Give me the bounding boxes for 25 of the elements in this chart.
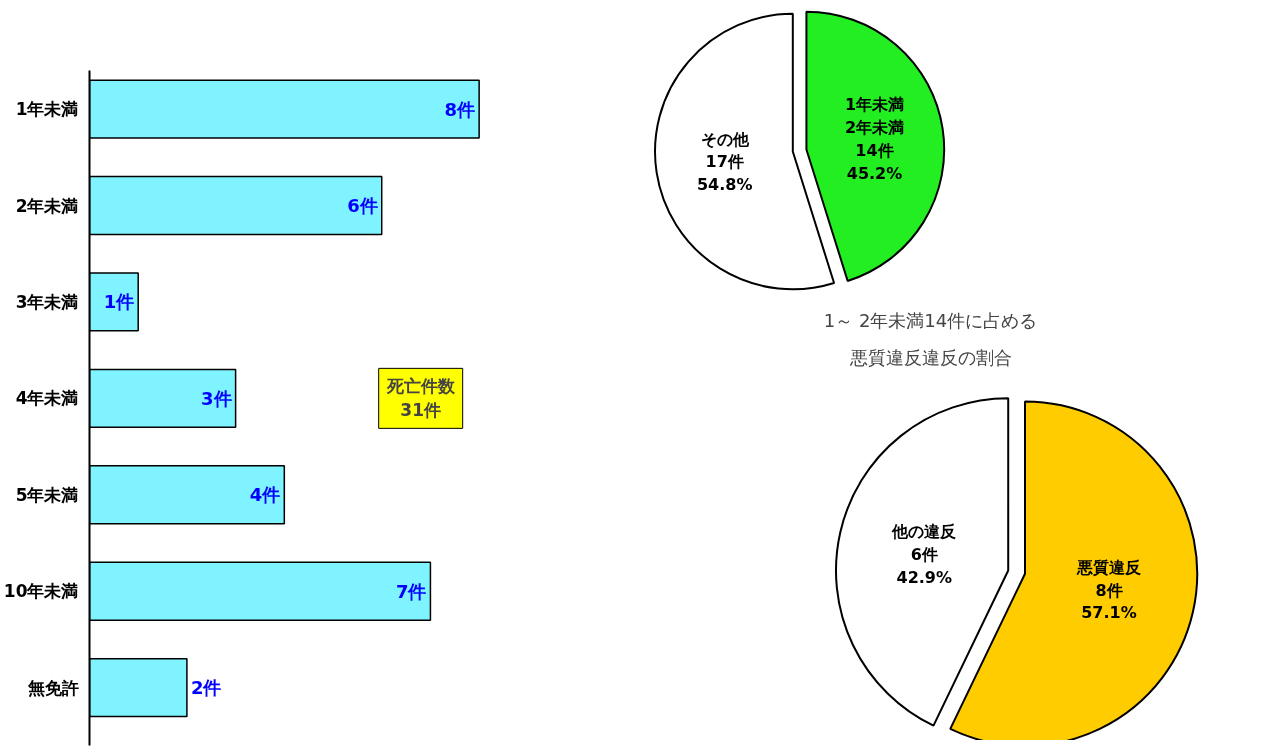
slice-label: 1年未満 2年未満 [844,95,905,138]
y-tick-label: 10年未満 [3,581,79,602]
data-label: 14件 45.2% [846,141,903,183]
slice-label: その他 [700,129,750,149]
data-label: 8件 [444,98,476,120]
y-tick-label: 無免許 [26,677,79,698]
data-label: 17件 54.8% [696,152,753,195]
data-label: 4件 [249,484,281,506]
y-tick-label: 1年未満 [15,99,79,120]
data-label: 8件 57.1% [1081,580,1137,623]
y-tick-label: 4年未満 [15,388,79,409]
y-tick-label: 5年未満 [15,484,79,505]
slice-label: 他の違反 [891,521,958,541]
data-label: 3件 [201,387,232,409]
data-label: 7件 [395,580,427,602]
data-label: 6件 42.9% [896,544,953,587]
data-label: 6件 [347,195,378,216]
y-tick-label: 3年未満 [15,291,79,312]
chart-subtitle: 悪質違反違反の割合 [848,346,1012,368]
annotation: 死亡件数 31件 [385,376,456,421]
data-label: 1件 [103,291,135,313]
y-tick-label: 2年未満 [15,195,79,216]
chart-title: 1～ 2年未満14件に占める [823,309,1038,331]
slice-label: 悪質違反 [1075,557,1142,577]
data-label: 2件 [190,677,222,699]
